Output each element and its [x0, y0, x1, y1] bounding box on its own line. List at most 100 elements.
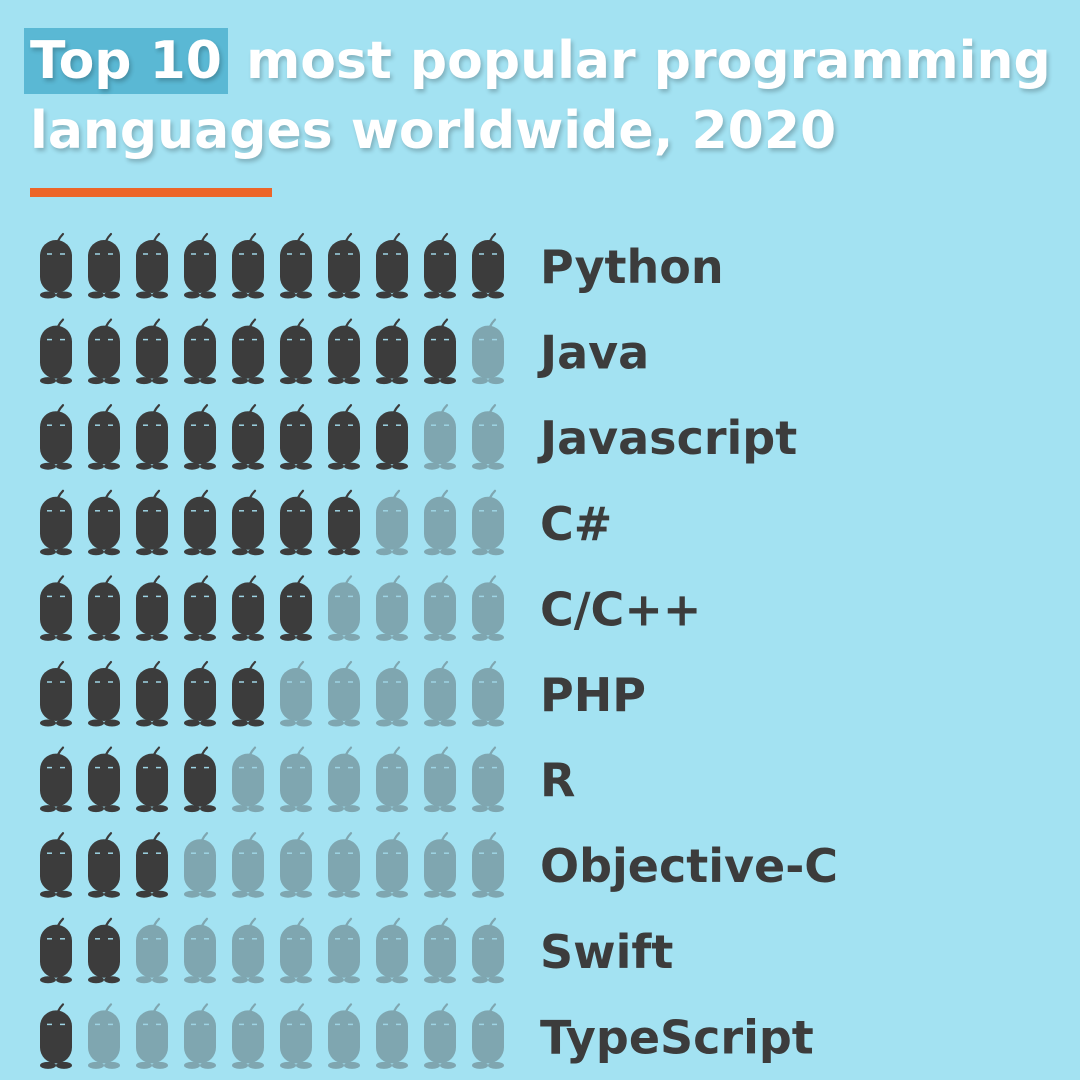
robot-icon-empty — [232, 917, 264, 984]
robot-icon-empty — [328, 1003, 360, 1069]
robot-icon-empty — [136, 1003, 168, 1069]
robot-icon-empty — [88, 1003, 120, 1069]
category-label: Python — [540, 240, 724, 294]
robot-icon-filled — [280, 489, 312, 556]
robot-icon-empty — [472, 575, 504, 641]
category-label: Java — [537, 326, 649, 380]
category-label: Objective-C — [540, 839, 838, 893]
category-label: R — [540, 754, 575, 808]
category-label: C/C++ — [540, 582, 701, 636]
category-label: C# — [540, 497, 612, 551]
robot-icon-empty — [328, 575, 360, 641]
robot-icon-filled — [184, 489, 216, 556]
robot-icon-empty — [472, 1003, 504, 1069]
robot-icon-empty — [424, 575, 456, 641]
robot-icon-filled — [328, 318, 360, 385]
chart-title: Top 10 most popular programming language… — [24, 26, 1070, 166]
robot-icon-filled — [40, 232, 72, 299]
robot-icon-filled — [40, 832, 72, 898]
robot-icon-filled — [280, 232, 312, 299]
chart-row — [40, 746, 504, 813]
robot-icon-empty — [376, 832, 408, 898]
chart-row — [40, 489, 504, 556]
robot-icon-filled — [184, 404, 216, 470]
robot-icon-filled — [88, 318, 120, 385]
title-line-1: Top 10 most popular programming — [24, 26, 1070, 96]
robot-icon-empty — [280, 660, 312, 727]
robot-icon-filled — [328, 404, 360, 470]
robot-icon-empty — [136, 917, 168, 984]
robot-icon-filled — [88, 660, 120, 727]
robot-icon-filled — [472, 232, 504, 299]
chart-row — [40, 232, 504, 299]
chart-row — [40, 404, 504, 470]
robot-icon-filled — [328, 489, 360, 556]
robot-icon-filled — [136, 746, 168, 813]
robot-icon-filled — [88, 404, 120, 470]
chart-row — [40, 660, 504, 727]
robot-icon-filled — [40, 318, 72, 385]
title-highlight: Top 10 — [24, 28, 228, 94]
robot-icon-filled — [328, 232, 360, 299]
robot-icon-empty — [472, 318, 504, 385]
robot-icon-empty — [472, 917, 504, 984]
robot-icon-empty — [328, 660, 360, 727]
robot-icon-empty — [280, 1003, 312, 1069]
chart-row — [40, 575, 504, 641]
robot-icon-empty — [232, 832, 264, 898]
category-label: TypeScript — [540, 1010, 814, 1064]
robot-icon-filled — [88, 917, 120, 984]
robot-icon-empty — [424, 832, 456, 898]
robot-icon-filled — [184, 575, 216, 641]
robot-icon-empty — [280, 832, 312, 898]
robot-icon-filled — [136, 575, 168, 641]
robot-icon-filled — [88, 832, 120, 898]
category-label: Javascript — [537, 411, 797, 465]
robot-icon-filled — [40, 917, 72, 984]
robot-icon-empty — [376, 575, 408, 641]
robot-icon-filled — [136, 832, 168, 898]
robot-icon-filled — [40, 575, 72, 641]
robot-icon-filled — [232, 232, 264, 299]
robot-icon-filled — [40, 1003, 72, 1069]
robot-icon-empty — [472, 832, 504, 898]
robot-icon-empty — [424, 917, 456, 984]
robot-icon-filled — [88, 746, 120, 813]
robot-icon-empty — [424, 489, 456, 556]
robot-icon-empty — [424, 660, 456, 727]
robot-icon-empty — [376, 917, 408, 984]
robot-icon-filled — [376, 232, 408, 299]
robot-icon-filled — [184, 660, 216, 727]
robot-icon-empty — [472, 404, 504, 470]
robot-icon-empty — [376, 489, 408, 556]
title-line-2: languages worldwide, 2020 — [30, 101, 837, 161]
robot-icon-filled — [424, 318, 456, 385]
robot-icon-filled — [136, 489, 168, 556]
robot-icon-empty — [280, 917, 312, 984]
robot-icon-empty — [232, 1003, 264, 1069]
category-label: PHP — [540, 668, 646, 722]
robot-icon-filled — [88, 489, 120, 556]
robot-icon-filled — [232, 660, 264, 727]
robot-icon-filled — [40, 404, 72, 470]
robot-icon-filled — [184, 746, 216, 813]
robot-icon-empty — [424, 404, 456, 470]
robot-icon-filled — [88, 232, 120, 299]
robot-icon-empty — [424, 1003, 456, 1069]
robot-icon-empty — [328, 746, 360, 813]
chart-row — [40, 832, 504, 898]
robot-icon-filled — [280, 575, 312, 641]
chart-row — [40, 318, 504, 385]
robot-icon-empty — [376, 746, 408, 813]
robot-icon-filled — [40, 660, 72, 727]
robot-icon-empty — [328, 832, 360, 898]
robot-icon-empty — [184, 832, 216, 898]
robot-icon-filled — [280, 404, 312, 470]
category-label: Swift — [540, 925, 673, 979]
robot-icon-filled — [424, 232, 456, 299]
robot-icon-filled — [376, 404, 408, 470]
title-line-1-rest: most popular programming — [246, 31, 1051, 91]
chart-row — [40, 917, 504, 984]
robot-icon-filled — [232, 318, 264, 385]
